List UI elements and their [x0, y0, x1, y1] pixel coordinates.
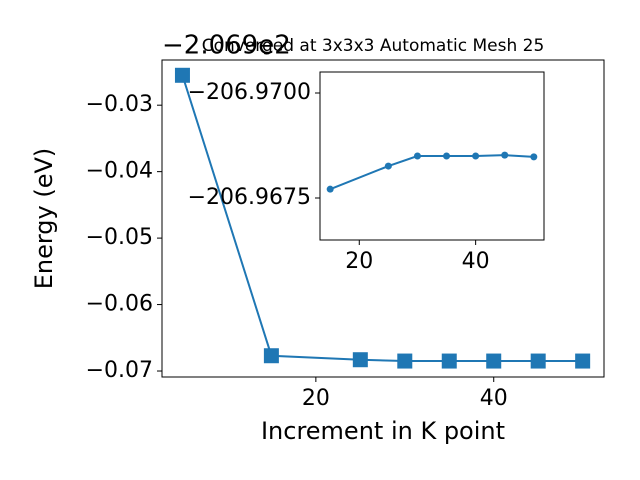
y-tick-label: −206.9675 [188, 185, 311, 210]
chart-title: Converged at 3x3x3 Automatic Mesh 25 [202, 36, 545, 56]
y-tick-label: −0.04 [86, 159, 153, 184]
marker [486, 353, 502, 369]
marker [397, 353, 413, 369]
x-tick-label: 20 [345, 249, 373, 274]
marker [472, 152, 480, 160]
marker [530, 153, 538, 161]
marker [501, 151, 509, 159]
x-axis-label: Increment in K point [261, 417, 505, 445]
y-tick-label: −0.03 [86, 92, 153, 117]
marker [326, 185, 334, 193]
marker [443, 152, 451, 160]
x-tick-label: 40 [462, 249, 490, 274]
offset-text: −2.069e2 [162, 31, 291, 61]
marker [263, 348, 279, 364]
y-tick-label: −206.9700 [188, 80, 311, 105]
marker [352, 352, 368, 368]
y-tick-label: −0.05 [86, 225, 153, 250]
marker [575, 353, 591, 369]
marker [384, 162, 392, 170]
marker [441, 353, 457, 369]
marker [413, 152, 421, 160]
y-tick-label: −0.06 [86, 292, 153, 317]
marker [530, 353, 546, 369]
x-tick-label: 40 [480, 386, 508, 411]
marker [174, 67, 190, 83]
x-tick-label: 20 [302, 386, 330, 411]
y-axis-label: Energy (eV) [30, 148, 58, 290]
y-tick-label: −0.07 [86, 358, 153, 383]
